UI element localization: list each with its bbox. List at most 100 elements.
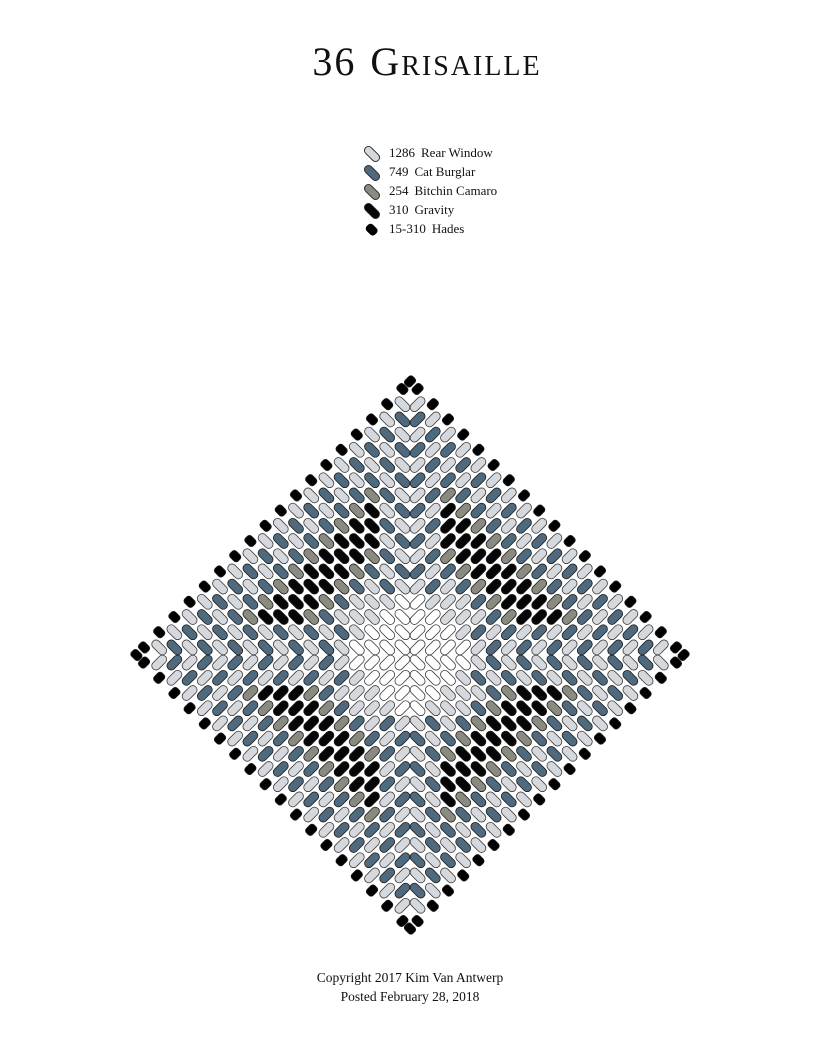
bead xyxy=(592,669,608,686)
bead xyxy=(622,639,639,656)
bead xyxy=(394,609,411,625)
bead xyxy=(424,533,441,549)
bead xyxy=(364,457,380,473)
bead xyxy=(455,837,472,853)
bead xyxy=(379,700,396,717)
bead xyxy=(426,899,439,912)
bead xyxy=(394,761,411,777)
bead xyxy=(607,700,624,717)
bead xyxy=(288,700,304,717)
bead xyxy=(181,609,198,625)
bead xyxy=(318,685,335,701)
bead xyxy=(394,806,411,823)
bead xyxy=(288,715,304,732)
bead xyxy=(242,745,259,762)
bead xyxy=(137,641,151,654)
bead xyxy=(424,791,441,808)
bead xyxy=(409,578,426,595)
bead xyxy=(576,563,593,580)
bead xyxy=(257,669,274,686)
bead xyxy=(424,593,441,610)
bead xyxy=(227,669,244,686)
bead xyxy=(533,504,546,517)
bead xyxy=(516,730,532,747)
bead xyxy=(637,624,654,641)
bead xyxy=(227,715,244,732)
bead xyxy=(546,761,563,777)
bead xyxy=(288,776,304,793)
bead xyxy=(533,793,546,806)
bead xyxy=(303,609,320,625)
bead xyxy=(637,669,654,686)
bead xyxy=(409,609,426,625)
bead xyxy=(424,852,441,869)
bead xyxy=(333,578,350,595)
bead xyxy=(578,747,591,760)
bead xyxy=(379,806,396,823)
bead xyxy=(394,411,411,428)
bead xyxy=(409,472,426,489)
bead xyxy=(274,504,287,517)
bead xyxy=(500,745,517,762)
bead xyxy=(561,654,578,671)
bead xyxy=(424,715,441,732)
bead xyxy=(394,578,411,595)
bead xyxy=(440,487,456,504)
bead xyxy=(348,852,365,869)
bead xyxy=(394,730,411,747)
bead xyxy=(607,624,624,641)
bead xyxy=(348,806,365,823)
bead xyxy=(485,821,502,838)
bead xyxy=(622,654,639,671)
bead xyxy=(364,852,380,869)
bead xyxy=(303,654,320,671)
bead xyxy=(303,685,320,701)
bead xyxy=(500,715,517,732)
bead xyxy=(457,428,470,441)
bead xyxy=(212,715,228,732)
bead xyxy=(622,609,639,625)
bead xyxy=(531,578,548,595)
bead xyxy=(348,685,365,701)
bead xyxy=(257,761,274,777)
bead xyxy=(561,685,578,701)
bead xyxy=(318,715,335,732)
bead xyxy=(516,593,532,610)
bead xyxy=(379,411,396,428)
bead xyxy=(364,821,380,838)
bead xyxy=(470,609,487,625)
bead xyxy=(257,730,274,747)
bead xyxy=(318,624,335,641)
bead xyxy=(424,882,441,899)
bead xyxy=(348,593,365,610)
bead xyxy=(318,487,335,504)
bead xyxy=(455,669,472,686)
bead xyxy=(548,519,561,532)
bead xyxy=(470,548,487,565)
bead xyxy=(485,761,502,777)
bead xyxy=(379,821,396,838)
bead xyxy=(318,593,335,610)
bead-swatch-icon xyxy=(364,165,380,181)
bead xyxy=(364,578,380,595)
bead xyxy=(472,854,485,867)
bead xyxy=(272,654,289,671)
bead xyxy=(500,487,517,504)
bead xyxy=(592,624,608,641)
bead xyxy=(424,669,441,686)
bead xyxy=(470,700,487,717)
bead xyxy=(561,700,578,717)
bead xyxy=(637,639,654,656)
bead xyxy=(364,715,380,732)
bead xyxy=(455,548,472,565)
bead xyxy=(546,730,563,747)
bead xyxy=(318,745,335,762)
bead xyxy=(348,791,365,808)
bead xyxy=(379,654,396,671)
bead xyxy=(394,533,411,549)
bead xyxy=(196,639,213,656)
bead xyxy=(181,654,198,671)
bead xyxy=(516,517,532,534)
bead xyxy=(677,648,690,662)
bead xyxy=(455,730,472,747)
